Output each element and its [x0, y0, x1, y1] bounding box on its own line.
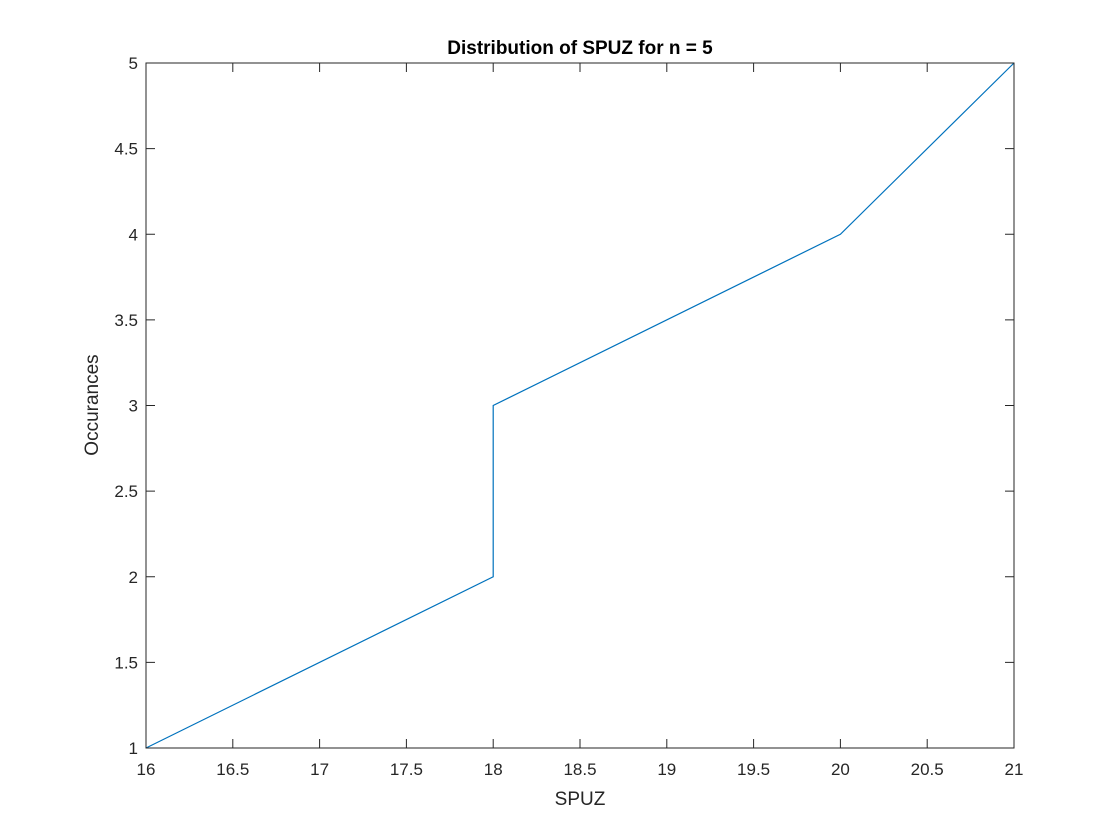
y-axis-label: Occurances: [82, 354, 103, 455]
y-tick-label: 4.5: [114, 140, 138, 159]
axes-box: [145, 62, 1015, 749]
x-tick-label: 19.5: [737, 760, 770, 779]
x-tick-label: 21: [1005, 760, 1024, 779]
y-tick-label: 2: [129, 568, 138, 587]
x-tick-label: 20: [831, 760, 850, 779]
y-tick-label: 1: [129, 739, 138, 758]
x-axis-label: SPUZ: [555, 789, 606, 810]
x-tick-labels: 16 16.5 17 17.5 18 18.5 19 19.5 20 20.5 21: [137, 760, 1024, 779]
y-tick-label: 2.5: [114, 482, 138, 501]
y-tick-label: 3: [129, 397, 138, 416]
x-tick-label: 19: [657, 760, 676, 779]
x-tick-label: 18: [484, 760, 503, 779]
plot-area: [146, 63, 1014, 748]
chart-title: Distribution of SPUZ for n = 5: [447, 38, 713, 59]
x-tick-label: 16.5: [216, 760, 249, 779]
x-tick-label: 17: [310, 760, 329, 779]
y-tick-label: 1.5: [114, 653, 138, 672]
y-tick-label: 5: [129, 54, 138, 73]
x-tick-label: 16: [137, 760, 156, 779]
x-tick-label: 20.5: [911, 760, 944, 779]
y-tick-label: 3.5: [114, 311, 138, 330]
y-tick-labels: 1 1.5 2 2.5 3 3.5 4 4.5 5: [114, 54, 138, 758]
x-tick-label: 18.5: [563, 760, 596, 779]
x-tick-label: 17.5: [390, 760, 423, 779]
y-tick-label: 4: [129, 225, 138, 244]
